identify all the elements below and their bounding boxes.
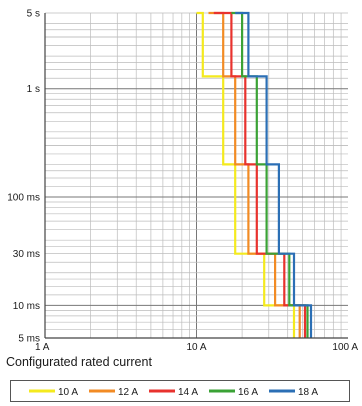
series-line-4 <box>231 11 309 338</box>
legend-label-5: 18 A <box>298 387 318 398</box>
y-tick-label: 100 ms <box>7 193 40 204</box>
legend-title: Configurated rated current <box>6 355 152 369</box>
y-tick-label: 5 ms <box>18 334 40 345</box>
x-tick-labels: 1 A 10 A 100 A <box>35 342 358 350</box>
y-tick-label: 10 ms <box>13 301 40 312</box>
trip-curve-chart: 1 A 10 A 100 A 5 s 1 s 100 ms 30 ms 10 ms 5 ms <box>7 9 358 351</box>
chart-legend: 10 A 12 A 14 A 16 A 18 A <box>10 380 350 402</box>
x-tick-label: 10 A <box>186 342 206 350</box>
legend-label-3: 14 A <box>178 387 198 398</box>
x-tick-label: 1 A <box>35 342 50 350</box>
y-tick-label: 5 s <box>27 9 40 20</box>
chart-axes <box>44 13 348 339</box>
legend-label-2: 12 A <box>118 387 138 398</box>
chart-grid <box>44 12 348 339</box>
legend-label-4: 16 A <box>238 387 258 398</box>
chart-series <box>196 11 313 338</box>
x-tick-label: 100 A <box>332 342 358 350</box>
y-tick-label: 30 ms <box>13 249 40 260</box>
series-line-2 <box>208 11 301 338</box>
y-tick-label: 1 s <box>27 84 40 95</box>
series-line-5 <box>235 11 313 338</box>
series-line-3 <box>213 11 307 338</box>
legend-label-1: 10 A <box>58 387 78 398</box>
y-tick-labels: 5 s 1 s 100 ms 30 ms 10 ms 5 ms <box>7 9 40 345</box>
